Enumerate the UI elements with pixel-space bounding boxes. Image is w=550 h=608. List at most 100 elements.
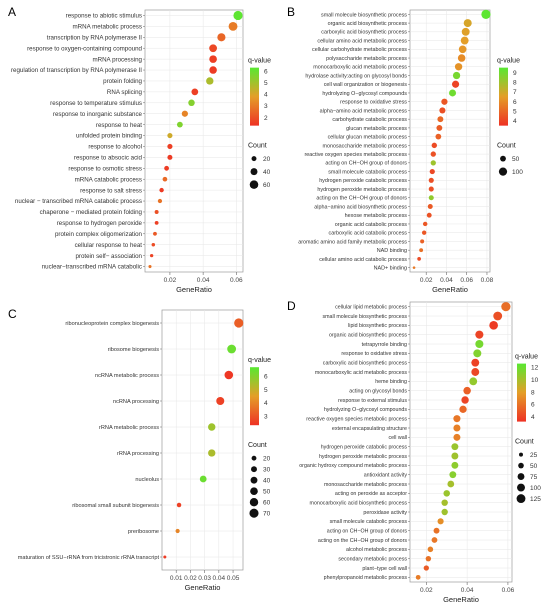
term-label: antioxidant activity: [364, 473, 408, 479]
data-point: [439, 107, 446, 114]
color-legend-tick: 3: [264, 103, 268, 110]
size-legend-dot: [249, 180, 259, 189]
size-legend-title: Count: [248, 442, 267, 449]
term-label: rRNA processing: [117, 451, 159, 457]
term-label: hydrolase activity:acting on glycosyl bo…: [305, 73, 407, 79]
x-tick-label: 0.02: [184, 575, 197, 582]
data-point: [176, 121, 183, 128]
data-point: [461, 396, 469, 404]
term-label: preribosome: [128, 529, 159, 535]
plot-area: [144, 9, 244, 273]
data-point: [148, 264, 152, 269]
data-point: [454, 63, 463, 71]
size-legend-title: Count: [515, 439, 534, 446]
plot-area: [409, 9, 491, 273]
size-legend-dot: [250, 476, 258, 484]
data-point: [473, 349, 482, 358]
term-label: RNA splicing: [107, 89, 143, 96]
term-label: mRNA catabolic process: [75, 176, 142, 183]
data-point: [175, 528, 180, 534]
data-point: [427, 203, 433, 210]
x-tick-label: 0.08: [481, 277, 494, 284]
data-point: [429, 168, 435, 175]
term-label: response to absocic acid: [74, 155, 143, 162]
color-legend-tick: 3: [264, 413, 268, 420]
color-legend-tick: 4: [264, 92, 268, 99]
data-point: [420, 239, 425, 244]
size-legend-dot: [249, 498, 259, 507]
x-tick-label: 0.02: [164, 277, 177, 284]
data-point: [422, 221, 428, 227]
data-point: [436, 124, 443, 131]
term-label: organic acid biosynthetic process: [328, 21, 408, 27]
data-point: [159, 187, 164, 193]
data-point: [430, 160, 436, 166]
data-point: [206, 77, 214, 85]
data-point: [149, 253, 154, 258]
term-label: hydrogen peroxide metabolic process: [319, 454, 407, 460]
term-label: response to external stimulus: [338, 398, 407, 404]
term-label: response to osmotic stress: [68, 165, 142, 172]
size-legend-dot: [517, 483, 525, 492]
data-point: [471, 368, 480, 376]
data-point: [157, 198, 163, 204]
size-legend-label: 50: [263, 489, 271, 496]
term-label: monocarboxylic acid metabolic process: [315, 370, 407, 376]
x-axis-title: GeneRatio: [432, 285, 468, 294]
term-label: ribosome biogenesis: [108, 347, 160, 353]
data-point: [458, 45, 467, 54]
data-point: [441, 98, 448, 105]
color-legend-tick: 10: [531, 377, 539, 384]
term-label: ribosomal small subunit biogenesis: [72, 503, 159, 509]
x-tick-label: 0.06: [502, 587, 515, 594]
data-point: [441, 499, 448, 506]
data-point: [453, 424, 461, 432]
data-point: [167, 143, 173, 150]
term-label: protein folding: [103, 78, 142, 85]
data-point: [430, 151, 436, 157]
color-legend-tick: 5: [264, 387, 268, 394]
data-point: [431, 537, 438, 543]
x-tick-label: 0.04: [197, 277, 210, 284]
term-label: carbohydrate catabolic process: [332, 117, 407, 123]
data-point: [441, 508, 448, 516]
color-legend-tick: 7: [513, 89, 517, 96]
term-label: cellular lipid metabolic process: [335, 305, 407, 311]
data-point: [475, 330, 484, 339]
color-legend-tick: 8: [531, 389, 535, 396]
data-point: [489, 320, 498, 330]
data-point: [234, 318, 244, 328]
data-point: [481, 9, 491, 19]
size-legend-dot: [519, 452, 523, 457]
data-point: [188, 99, 195, 107]
term-label: small molecule biosynthetic process: [323, 314, 408, 320]
data-point: [451, 452, 459, 460]
data-point: [167, 132, 173, 139]
term-label: response to hydrogen peroxide: [57, 220, 143, 227]
size-legend-label: 60: [263, 182, 271, 189]
x-tick-label: 0.02: [420, 587, 433, 594]
data-point: [417, 257, 421, 261]
data-point: [460, 36, 469, 45]
term-label: response to oxygen-containing compound: [27, 45, 142, 52]
term-label: ribonucleoprotein complex biogenesis: [65, 321, 159, 327]
data-point: [154, 220, 159, 225]
term-label: peroxidase activity: [363, 510, 407, 516]
color-legend-title: q-value: [515, 354, 538, 361]
term-label: response to oxidative stress: [340, 100, 407, 106]
term-label: ncRNA processing: [113, 399, 159, 405]
color-legend-bar: [499, 67, 508, 126]
term-label: reactive oxygen species metabolic proces…: [305, 152, 408, 158]
term-label: cellular amino acid metabolic process: [317, 38, 407, 44]
term-label: hydrogen peroxide metabolic process: [317, 187, 407, 193]
term-label: aromatic amino acid family metabolic pro…: [298, 239, 407, 245]
term-label: NAD binding: [377, 248, 407, 254]
term-label: hydrogen peroxide catabolic process: [319, 178, 407, 184]
panel-a: A 0.02 0.04 0.06 GeneRatio response to abioti…: [8, 5, 271, 294]
size-legend-label: 70: [263, 511, 271, 518]
data-point: [419, 248, 424, 253]
size-legend-dot: [517, 473, 525, 481]
term-label: hydrolyzing O−glycosyl compounds: [322, 91, 407, 97]
term-label: polysaccharide metabolic process: [326, 56, 407, 62]
data-point: [181, 110, 188, 117]
